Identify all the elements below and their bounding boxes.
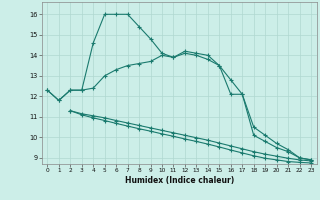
X-axis label: Humidex (Indice chaleur): Humidex (Indice chaleur)	[124, 176, 234, 185]
